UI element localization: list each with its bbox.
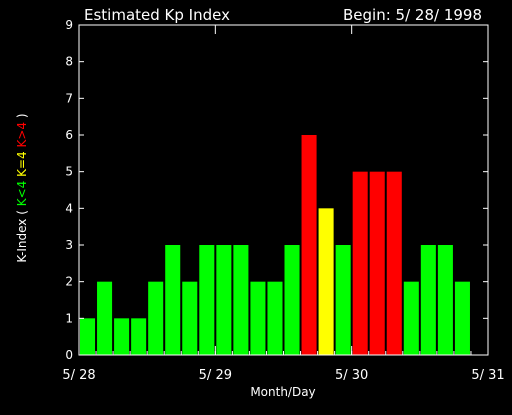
kp-bar	[182, 281, 198, 355]
kp-bar	[301, 135, 317, 355]
chart-title: Estimated Kp Index	[84, 6, 230, 24]
kp-bar	[165, 245, 181, 355]
kp-bar	[148, 281, 164, 355]
kp-bar	[250, 281, 266, 355]
y-tick-label: 7	[65, 91, 73, 105]
kp-bar	[131, 318, 147, 355]
kp-bar	[369, 171, 385, 355]
kp-bar	[97, 281, 113, 355]
kp-bar	[437, 245, 453, 355]
y-tick-label: 5	[65, 165, 73, 179]
y-tick-label: 0	[65, 348, 73, 362]
kp-bar	[80, 318, 96, 355]
kp-bar	[403, 281, 419, 355]
y-tick-label: 6	[65, 128, 73, 142]
y-axis-label-part: K<4	[15, 181, 29, 207]
plot-layer: 0 1 2 3 4 5 6 7 8 9 5/ 28 5/ 29 5/ 30 5/ 31	[62, 18, 504, 383]
kp-bar	[199, 245, 215, 355]
x-tick-label: 5/ 31	[471, 368, 504, 383]
x-tick-label: 5/ 29	[199, 368, 232, 383]
y-tick-label: 1	[65, 311, 73, 325]
y-tick-label: 8	[65, 55, 73, 69]
y-tick-label: 4	[65, 201, 73, 215]
y-tick-label: 2	[65, 275, 73, 289]
kp-bar	[318, 208, 334, 355]
chart-begin-date: Begin: 5/ 28/ 1998	[343, 6, 482, 24]
kp-bar	[233, 245, 249, 355]
y-axis-label-part: K=4	[15, 151, 29, 177]
y-axis-label: K-Index ( K<4 K=4 K>4 )	[15, 113, 29, 262]
kp-bar	[352, 171, 368, 355]
kp-bar	[454, 281, 470, 355]
kp-bar	[267, 281, 283, 355]
kp-bar	[386, 171, 402, 355]
y-axis-label-part: )	[15, 113, 29, 122]
kp-bar	[216, 245, 232, 355]
y-axis-label-part: K-Index (	[15, 206, 29, 262]
kp-bar	[420, 245, 436, 355]
x-tick-label: 5/ 30	[335, 368, 368, 383]
kp-bar	[335, 245, 351, 355]
kp-bar	[114, 318, 130, 355]
y-tick-label: 9	[65, 18, 73, 32]
x-axis-label: Month/Day	[250, 385, 315, 399]
x-tick-label: 5/ 28	[62, 368, 95, 383]
y-tick-label: 3	[65, 238, 73, 252]
kp-bar	[284, 245, 300, 355]
y-axis-label-part: K>4	[15, 122, 29, 148]
